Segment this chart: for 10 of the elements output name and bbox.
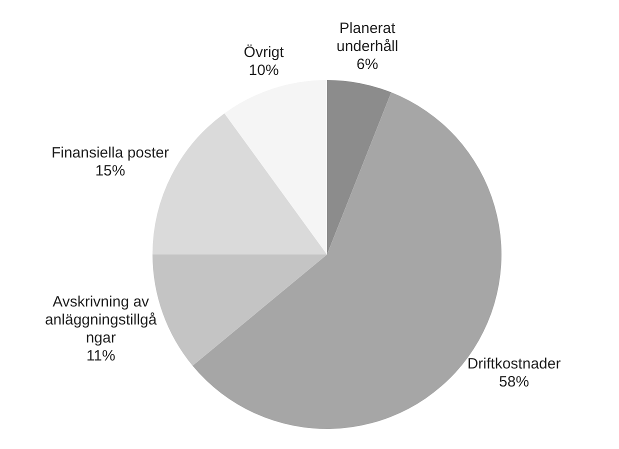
data-label: 58%: [499, 374, 530, 391]
slice-label: Driftkostnader: [467, 356, 561, 373]
data-label: 15%: [95, 162, 126, 180]
slice-label: Planerat underhåll: [336, 20, 398, 55]
slice-label: Övrigt: [244, 44, 285, 62]
slice-label: Avskrivning av anläggningstillgångar: [44, 293, 158, 346]
slice-label: Finansiella poster: [51, 144, 170, 162]
data-label: 11%: [86, 347, 116, 364]
data-label: 10%: [248, 62, 279, 80]
data-label: 6%: [356, 56, 378, 73]
